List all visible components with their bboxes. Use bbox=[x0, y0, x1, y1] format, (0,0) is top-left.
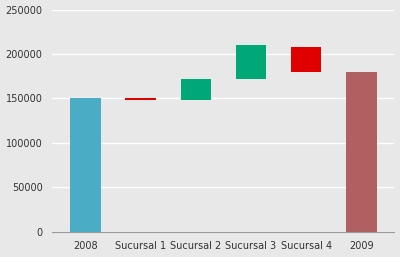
Bar bbox=[126, 98, 156, 100]
Bar bbox=[70, 98, 100, 232]
Bar bbox=[291, 47, 321, 72]
Bar bbox=[180, 79, 211, 100]
Bar bbox=[346, 72, 376, 232]
Bar bbox=[236, 45, 266, 79]
